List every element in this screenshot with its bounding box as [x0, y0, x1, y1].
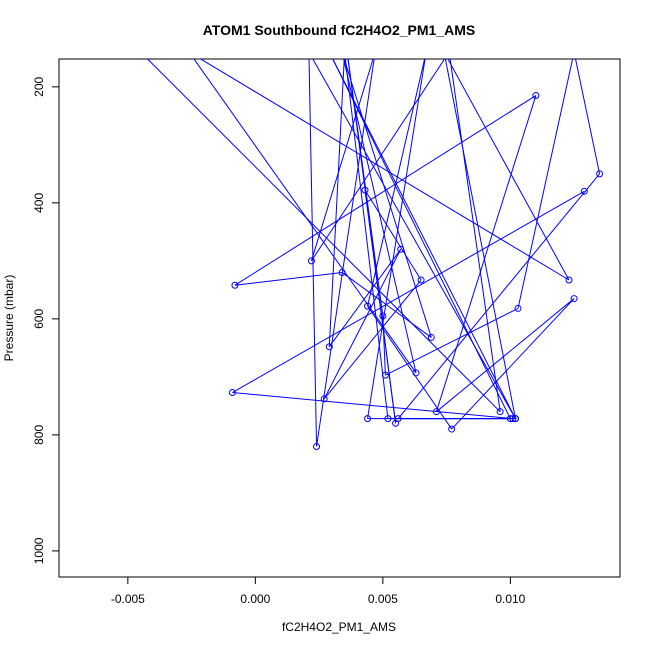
series-line-segment [311, 59, 446, 262]
x-axis-label: fC2H4O2_PM1_AMS [282, 620, 396, 634]
series-line-segment [310, 59, 374, 262]
series-line-segment [435, 95, 537, 412]
series-line-segment [328, 59, 345, 347]
x-tick-label: 0.000 [240, 592, 270, 606]
data-point [514, 304, 522, 312]
series-line-segment [323, 279, 422, 400]
series-line-segment [397, 173, 600, 419]
series-line-segment [367, 59, 426, 307]
data-point [320, 395, 328, 403]
series-line-segment [234, 271, 343, 286]
series-line-segment [193, 59, 417, 374]
data-point [397, 245, 405, 253]
data-point [511, 415, 519, 423]
series-line-segment [364, 190, 397, 424]
data-point [392, 419, 400, 427]
data-point [313, 442, 321, 450]
data-point [307, 257, 315, 265]
series-line-segment [344, 59, 389, 419]
series-line-segment [449, 59, 501, 412]
y-tick-label: 400 [32, 193, 46, 213]
data-point [364, 302, 372, 310]
series-line-segment [451, 298, 575, 430]
y-axis-label: Pressure (mbar) [2, 275, 16, 362]
data-point [506, 415, 514, 423]
data-point [596, 170, 604, 178]
data-point [448, 425, 456, 433]
y-axis: 200 400 600 800 1000 [32, 77, 59, 564]
series-line-segment [343, 59, 432, 338]
data-point [228, 389, 236, 397]
series-line-segment [199, 59, 570, 281]
x-axis: -0.005 0.000 0.005 0.010 [111, 577, 526, 606]
data-point [364, 415, 372, 423]
data-point [417, 276, 425, 284]
data-point [379, 312, 387, 320]
data-point [338, 268, 346, 276]
data-point [361, 186, 369, 194]
data-point [427, 333, 435, 341]
y-tick-label: 600 [32, 309, 46, 329]
series-line-segment [364, 189, 422, 281]
series-line-segment [234, 95, 537, 286]
series-line-segment [332, 59, 511, 419]
series-line-segment [385, 307, 519, 376]
data-point [384, 415, 392, 423]
data-point [570, 295, 578, 303]
x-tick-label: 0.005 [368, 592, 398, 606]
y-tick-label: 1000 [32, 537, 46, 564]
series-line-segment [447, 59, 570, 281]
series-line-segment [517, 59, 574, 309]
series-line-segment [323, 249, 402, 400]
data-point [509, 415, 517, 423]
series-line-segment [444, 59, 516, 419]
data-point [532, 92, 540, 100]
plot-frame [58, 58, 621, 578]
series-line-segment [232, 190, 585, 393]
x-tick-label: 0.010 [495, 592, 525, 606]
series-line-segment [332, 59, 516, 419]
series-line-segment [316, 59, 375, 447]
data-point [565, 276, 573, 284]
series-line-segment [312, 59, 516, 419]
x-tick-label: -0.005 [111, 592, 145, 606]
chart-title: ATOM1 Southbound fC2H4O2_PM1_AMS [203, 22, 476, 38]
data-point [325, 343, 333, 351]
series-line-segment [232, 392, 513, 420]
y-tick-label: 200 [32, 77, 46, 97]
series-line-segment [436, 298, 575, 413]
data-point [412, 369, 420, 377]
series-line-segment [367, 59, 426, 419]
data-point [231, 281, 239, 289]
data-point [432, 408, 440, 416]
data-point [580, 187, 588, 195]
data-point [496, 408, 504, 416]
y-tick-label: 800 [32, 425, 46, 445]
series-line-segment [328, 248, 402, 348]
series-line-segment [341, 272, 432, 338]
series-line-segment [308, 59, 318, 447]
series-line-segment [575, 59, 601, 174]
data-point [381, 371, 389, 379]
series-layer [146, 59, 604, 450]
